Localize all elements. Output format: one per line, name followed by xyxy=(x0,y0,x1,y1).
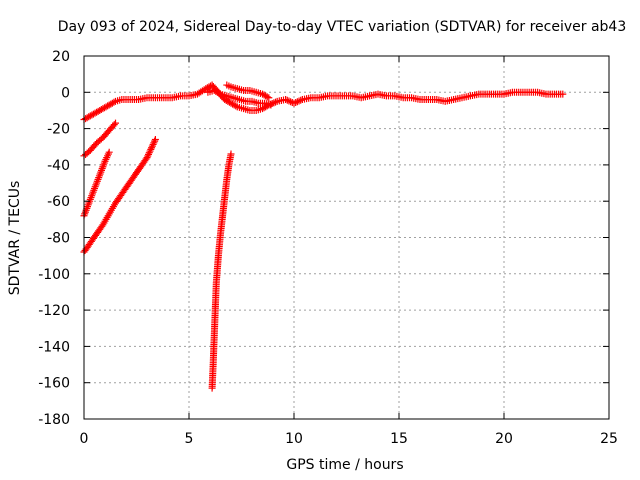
data-point-fill xyxy=(287,98,295,106)
x-tick-label: 20 xyxy=(495,431,513,447)
data-point xyxy=(151,135,159,143)
data-point-fill xyxy=(145,149,153,157)
y-tick-label: -100 xyxy=(38,267,70,283)
y-tick-label: -180 xyxy=(38,412,70,428)
data-point-fill xyxy=(150,139,158,147)
grid-layer xyxy=(84,56,609,419)
data-point-fill xyxy=(283,96,291,104)
data-point-fill xyxy=(215,89,223,97)
data-point-fill xyxy=(144,152,152,160)
data-point-fill xyxy=(148,142,156,150)
x-tick-label: 25 xyxy=(600,431,618,447)
data-point xyxy=(559,90,567,98)
data-point-fill xyxy=(285,97,293,105)
data-point-fill xyxy=(263,93,271,101)
y-tick-label: -20 xyxy=(47,122,70,138)
data-layer xyxy=(80,81,567,392)
data-point-fill xyxy=(151,137,159,145)
y-tick-label: -160 xyxy=(38,376,70,392)
y-tick-label: -140 xyxy=(38,339,70,355)
data-point xyxy=(290,99,298,107)
data-point-fill xyxy=(232,102,240,110)
data-point-fill xyxy=(147,145,155,153)
data-point-fill xyxy=(148,144,156,152)
y-axis-label: SDTVAR / TECUs xyxy=(7,181,23,296)
data-point-fill xyxy=(293,98,301,106)
x-axis-label: GPS time / hours xyxy=(286,457,403,473)
y-tick-label: -60 xyxy=(47,194,70,210)
data-point-fill xyxy=(145,150,153,158)
data-point xyxy=(112,119,119,127)
chart-title: Day 093 of 2024, Sidereal Day-to-day VTE… xyxy=(58,19,627,35)
data-point-fill xyxy=(110,98,118,106)
tick-layer: 0 5 10 15 20 25 20 0 -20 -40 -60 -80 -100 -120 -140 -16… xyxy=(38,49,618,447)
data-point-fill xyxy=(297,96,305,104)
data-point-fill xyxy=(292,98,300,106)
y-tick-label: -120 xyxy=(38,303,70,319)
data-point-fill xyxy=(149,140,157,148)
data-point-fill xyxy=(295,97,303,105)
y-tick-label: 0 xyxy=(61,85,70,101)
data-point xyxy=(267,101,275,109)
data-point xyxy=(282,96,290,104)
x-tick-label: 10 xyxy=(285,431,303,447)
data-point-fill xyxy=(146,147,154,155)
data-point-fill xyxy=(272,98,280,106)
y-tick-label: 20 xyxy=(52,49,70,65)
y-tick-label: -40 xyxy=(47,158,70,174)
y-tick-label: -80 xyxy=(47,231,70,247)
data-point xyxy=(105,148,113,156)
data-point xyxy=(143,154,151,162)
data-point-fill xyxy=(110,121,118,129)
x-tick-label: 0 xyxy=(80,431,89,447)
x-tick-label: 15 xyxy=(390,431,408,447)
data-point xyxy=(265,94,273,102)
x-tick-label: 5 xyxy=(185,431,194,447)
data-point xyxy=(227,150,235,158)
